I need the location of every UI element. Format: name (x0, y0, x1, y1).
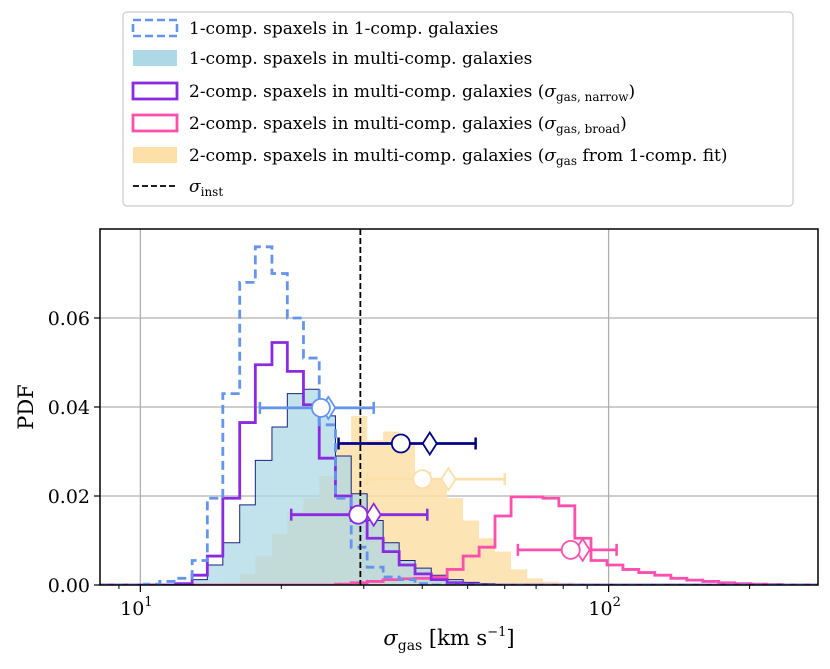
histogram-step-narrow (100, 341, 818, 585)
legend-label-close: from 1-comp. fit) (577, 146, 728, 166)
x-axis-label: σgas [km s−1] (383, 625, 514, 654)
plot-area (100, 229, 818, 585)
y-tick-label: 0.06 (48, 308, 90, 330)
median-circle-marker (311, 397, 331, 418)
legend-label-close: ) (620, 114, 627, 134)
x-label-units: [km s (422, 626, 487, 650)
legend-handle-fill (133, 50, 177, 66)
legend: 1-comp. spaxels in 1-comp. galaxies 1-com… (122, 11, 794, 207)
marker-group-0 (258, 395, 375, 421)
histogram-step-1comp (100, 245, 818, 585)
marker-group-3 (516, 537, 618, 563)
legend-label-sigma: σ (189, 177, 201, 197)
median-circle-marker (348, 504, 369, 525)
legend-label-text: 2-comp. spaxels in multi-comp. galaxies … (189, 146, 544, 166)
x-label-sigma: σ (383, 626, 398, 650)
legend-label-sub: gas, broad (556, 122, 620, 136)
legend-label-text: 2-comp. spaxels in multi-comp. galaxies … (189, 82, 544, 102)
mean-diamond-marker (365, 502, 382, 528)
legend-label-text: 2-comp. spaxels in multi-comp. galaxies … (189, 114, 544, 134)
mean-diamond-marker (440, 466, 457, 492)
x-tick-exponent: 2 (613, 595, 621, 610)
histogram-fill-1 (100, 389, 818, 585)
legend-handle-fill (133, 147, 177, 163)
legend-label-sigma: σ (544, 114, 556, 134)
legend-frame (122, 11, 794, 207)
legend-label-sigma: σ (544, 146, 556, 166)
legend-handle-box (131, 81, 179, 101)
x-tick-base: 10 (588, 598, 612, 620)
legend-label: σinst (189, 177, 223, 199)
legend-label-close: ) (628, 82, 635, 102)
x-tick-label: 102 (588, 595, 620, 620)
x-label-sub: gas (398, 638, 423, 654)
legend-label-text: 1-comp. spaxels in multi-comp. galaxies (189, 49, 532, 69)
x-tick-label: 101 (120, 595, 152, 620)
histogram-step-broad (100, 495, 818, 585)
legend-handle-dashed (131, 18, 179, 38)
legend-label-sub: gas (556, 154, 577, 168)
clipped-group (100, 229, 818, 585)
x-tick-base: 10 (120, 598, 144, 620)
legend-label: 2-comp. spaxels in multi-comp. galaxies … (189, 114, 627, 136)
legend-label-sub: gas, narrow (556, 90, 629, 104)
marker-group-5 (337, 430, 477, 457)
x-label-exp: −1 (487, 625, 506, 640)
legend-label-sigma: σ (544, 82, 556, 102)
legend-handle-box (131, 113, 179, 133)
legend-label: 1-comp. spaxels in 1-comp. galaxies (189, 19, 498, 39)
marker-group-2 (289, 502, 429, 528)
legend-label-sub: inst (201, 185, 224, 199)
median-circle-marker (560, 539, 581, 560)
y-axis-label: PDF (14, 384, 38, 430)
median-circle-marker (412, 469, 433, 489)
mean-diamond-marker (421, 430, 438, 457)
legend-label: 2-comp. spaxels in multi-comp. galaxies … (189, 146, 728, 168)
x-tick-exponent: 1 (144, 595, 152, 610)
x-label-close: ] (506, 626, 514, 650)
legend-label: 1-comp. spaxels in multi-comp. galaxies (189, 49, 532, 69)
marker-group-4 (365, 466, 506, 492)
legend-label: 2-comp. spaxels in multi-comp. galaxies … (189, 82, 635, 104)
legend-label-text: 1-comp. spaxels in 1-comp. galaxies (189, 19, 498, 39)
y-tick-label: 0.00 (48, 575, 90, 597)
median-circle-marker (390, 433, 411, 454)
y-tick-label: 0.04 (48, 397, 90, 419)
y-tick-label: 0.02 (48, 486, 90, 508)
